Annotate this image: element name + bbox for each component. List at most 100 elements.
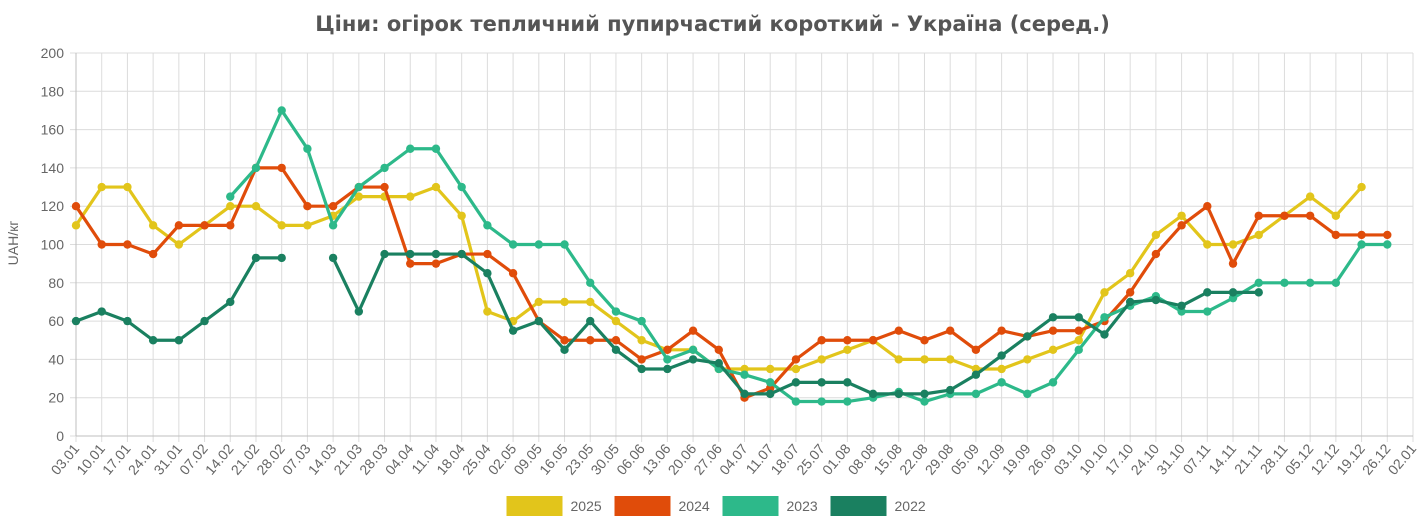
data-point-2025 bbox=[1254, 230, 1263, 240]
data-point-2022 bbox=[1203, 288, 1212, 297]
data-point-2022 bbox=[945, 385, 955, 395]
data-point-2024 bbox=[508, 269, 518, 278]
data-point-2023 bbox=[1023, 389, 1032, 399]
legend-label: 2022 bbox=[895, 498, 926, 514]
x-tick-label: 15.08 bbox=[870, 440, 905, 477]
data-point-2022 bbox=[688, 355, 698, 364]
y-tick-label: 60 bbox=[48, 313, 64, 329]
x-tick-label: 04.07 bbox=[716, 440, 751, 477]
data-point-2023 bbox=[1074, 345, 1083, 355]
data-point-2025 bbox=[740, 364, 749, 374]
x-tick-label: 14.11 bbox=[1205, 440, 1239, 476]
data-point-2022 bbox=[1125, 297, 1135, 307]
legend-label: 2025 bbox=[571, 498, 602, 514]
data-point-2024 bbox=[483, 249, 492, 259]
data-point-2023 bbox=[406, 144, 415, 153]
x-tick-label: 17.01 bbox=[99, 440, 134, 477]
data-point-2024 bbox=[1254, 211, 1263, 220]
data-point-2022 bbox=[534, 316, 544, 326]
data-point-2025 bbox=[148, 221, 158, 230]
x-tick-label: 02.01 bbox=[1385, 440, 1420, 477]
x-tick-label: 19.09 bbox=[999, 440, 1034, 477]
data-point-2022 bbox=[791, 378, 801, 387]
data-point-2025 bbox=[97, 182, 106, 192]
data-point-2023 bbox=[637, 316, 646, 326]
data-point-2025 bbox=[1305, 192, 1315, 201]
data-point-2022 bbox=[611, 345, 621, 355]
x-tick-label: 30.05 bbox=[587, 440, 622, 477]
y-axis-label: UAH/кг bbox=[5, 221, 21, 266]
data-point-2023 bbox=[817, 397, 826, 406]
data-point-2025 bbox=[483, 307, 492, 316]
data-point-2025 bbox=[1100, 288, 1109, 297]
data-point-2022 bbox=[1254, 288, 1263, 297]
data-point-2022 bbox=[997, 351, 1006, 360]
data-point-2024 bbox=[1203, 202, 1212, 211]
y-tick-label: 180 bbox=[41, 83, 65, 99]
data-point-2024 bbox=[1177, 221, 1186, 230]
x-tick-label: 07.03 bbox=[279, 440, 314, 477]
data-point-2023 bbox=[791, 397, 801, 406]
data-point-2022 bbox=[894, 389, 903, 399]
data-point-2024 bbox=[1331, 230, 1341, 240]
legend-item-2022[interactable]: 2022 bbox=[830, 496, 926, 516]
x-tick-label: 18.07 bbox=[767, 440, 802, 477]
data-point-2022 bbox=[868, 389, 878, 399]
data-point-2022 bbox=[483, 269, 492, 278]
y-tick-label: 120 bbox=[41, 198, 65, 214]
data-point-2023 bbox=[328, 221, 338, 230]
legend-item-2024[interactable]: 2024 bbox=[614, 496, 710, 516]
data-point-2024 bbox=[894, 326, 903, 335]
data-point-2023 bbox=[1203, 307, 1212, 316]
data-point-2025 bbox=[534, 297, 544, 307]
data-point-2025 bbox=[1151, 230, 1161, 240]
data-point-2023 bbox=[303, 144, 312, 153]
data-point-2024 bbox=[714, 345, 723, 355]
data-point-2025 bbox=[1074, 336, 1083, 345]
x-tick-label: 13.06 bbox=[639, 440, 674, 477]
data-point-2025 bbox=[1203, 240, 1212, 249]
x-tick-label: 21.11 bbox=[1231, 440, 1265, 476]
data-point-2023 bbox=[586, 278, 595, 287]
data-point-2024 bbox=[174, 221, 184, 230]
data-point-2024 bbox=[431, 259, 441, 268]
data-point-2024 bbox=[766, 383, 775, 393]
data-point-2025 bbox=[560, 297, 569, 307]
y-tick-label: 160 bbox=[41, 122, 65, 138]
data-point-2025 bbox=[354, 192, 364, 201]
data-point-2022 bbox=[560, 345, 569, 355]
data-point-2024 bbox=[611, 336, 621, 345]
x-tick-label: 24.01 bbox=[125, 440, 160, 477]
data-point-2023 bbox=[508, 240, 518, 249]
legend-item-2023[interactable]: 2023 bbox=[722, 496, 818, 516]
data-point-2022 bbox=[174, 336, 184, 345]
x-tick-label: 26.09 bbox=[1025, 440, 1060, 477]
data-point-2025 bbox=[1048, 345, 1058, 355]
data-point-2024 bbox=[843, 336, 852, 345]
data-point-2024 bbox=[71, 202, 81, 211]
x-tick-label: 14.02 bbox=[202, 440, 237, 477]
data-point-2022 bbox=[277, 253, 286, 263]
data-point-2024 bbox=[560, 336, 569, 345]
data-point-2023 bbox=[1331, 278, 1341, 287]
axis-layer: 03.0110.0117.0124.0131.0107.0214.0221.02… bbox=[41, 45, 1420, 478]
x-tick-label: 02.05 bbox=[485, 440, 520, 477]
data-point-2022 bbox=[1228, 288, 1238, 297]
data-point-2024 bbox=[1305, 211, 1315, 220]
x-tick-label: 21.03 bbox=[330, 440, 365, 477]
data-point-2025 bbox=[817, 355, 826, 364]
legend[interactable]: 2025 2024 2023 2022 bbox=[506, 496, 926, 516]
legend-swatch bbox=[722, 496, 779, 516]
data-point-2025 bbox=[406, 192, 415, 201]
y-tick-label: 0 bbox=[56, 428, 64, 444]
data-point-2022 bbox=[971, 370, 981, 379]
data-point-2024 bbox=[148, 249, 158, 259]
legend-item-2025[interactable]: 2025 bbox=[506, 496, 602, 516]
data-point-2024 bbox=[586, 336, 595, 345]
data-point-2024 bbox=[1383, 230, 1392, 240]
data-point-2023 bbox=[766, 378, 775, 387]
x-tick-label: 10.01 bbox=[73, 440, 108, 477]
x-tick-label: 09.05 bbox=[510, 440, 545, 477]
